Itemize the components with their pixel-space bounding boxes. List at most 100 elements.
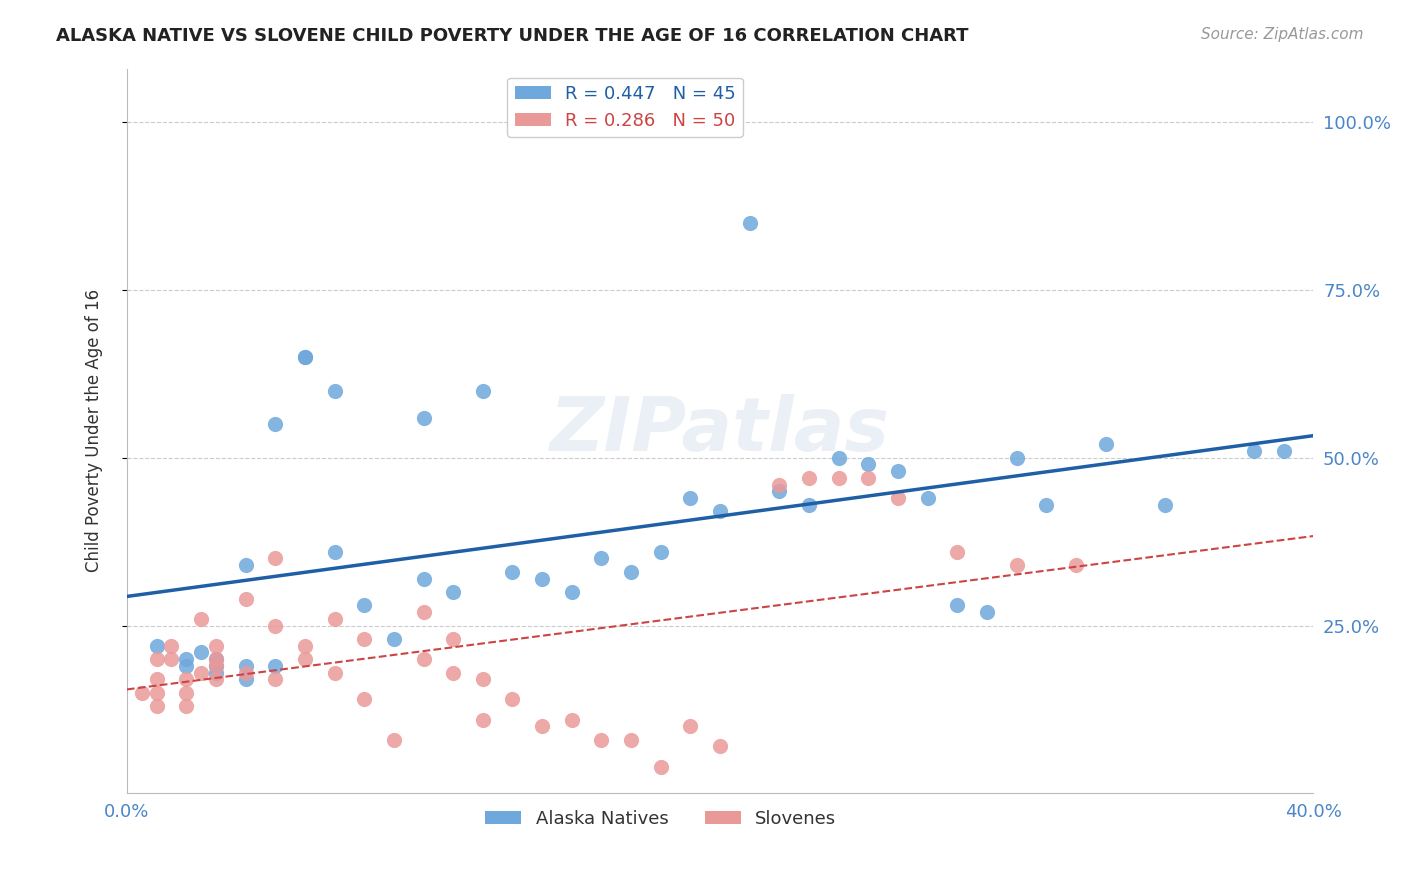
Point xyxy=(412,410,434,425)
Point xyxy=(353,632,375,646)
Point xyxy=(471,384,494,398)
Point xyxy=(205,672,228,686)
Point xyxy=(412,652,434,666)
Point xyxy=(1272,444,1295,458)
Point xyxy=(174,699,197,714)
Point xyxy=(264,551,287,566)
Point xyxy=(797,471,820,485)
Point xyxy=(946,545,969,559)
Point xyxy=(620,732,643,747)
Point xyxy=(561,713,583,727)
Point xyxy=(412,605,434,619)
Point xyxy=(471,713,494,727)
Point xyxy=(264,672,287,686)
Point xyxy=(1094,437,1116,451)
Point xyxy=(976,605,998,619)
Point xyxy=(235,672,257,686)
Point xyxy=(131,686,153,700)
Point xyxy=(858,458,880,472)
Point xyxy=(235,665,257,680)
Legend: Alaska Natives, Slovenes: Alaska Natives, Slovenes xyxy=(478,803,844,835)
Point xyxy=(709,739,731,754)
Text: Source: ZipAtlas.com: Source: ZipAtlas.com xyxy=(1201,27,1364,42)
Point xyxy=(441,585,464,599)
Point xyxy=(294,350,316,364)
Point xyxy=(190,665,212,680)
Point xyxy=(323,612,346,626)
Point xyxy=(205,652,228,666)
Point xyxy=(501,565,523,579)
Point xyxy=(412,572,434,586)
Point xyxy=(561,585,583,599)
Point xyxy=(190,645,212,659)
Point xyxy=(858,471,880,485)
Point xyxy=(531,719,554,733)
Point xyxy=(1243,444,1265,458)
Y-axis label: Child Poverty Under the Age of 16: Child Poverty Under the Age of 16 xyxy=(86,289,103,573)
Point xyxy=(323,545,346,559)
Point xyxy=(264,618,287,632)
Point xyxy=(264,417,287,432)
Point xyxy=(591,732,613,747)
Point xyxy=(174,672,197,686)
Point xyxy=(768,477,790,491)
Point xyxy=(650,759,672,773)
Point xyxy=(768,484,790,499)
Point xyxy=(887,464,910,478)
Point xyxy=(145,699,167,714)
Point xyxy=(205,639,228,653)
Point xyxy=(294,652,316,666)
Point xyxy=(205,665,228,680)
Point xyxy=(1005,450,1028,465)
Text: ALASKA NATIVE VS SLOVENE CHILD POVERTY UNDER THE AGE OF 16 CORRELATION CHART: ALASKA NATIVE VS SLOVENE CHILD POVERTY U… xyxy=(56,27,969,45)
Point xyxy=(160,639,183,653)
Point xyxy=(709,504,731,518)
Point xyxy=(679,491,702,505)
Point xyxy=(1064,558,1087,573)
Point xyxy=(174,658,197,673)
Point xyxy=(828,471,851,485)
Point xyxy=(174,686,197,700)
Point xyxy=(235,558,257,573)
Point xyxy=(145,639,167,653)
Point xyxy=(160,652,183,666)
Point xyxy=(797,498,820,512)
Point xyxy=(1005,558,1028,573)
Point xyxy=(353,599,375,613)
Point xyxy=(145,686,167,700)
Point xyxy=(174,652,197,666)
Point xyxy=(264,658,287,673)
Point xyxy=(441,665,464,680)
Point xyxy=(353,692,375,706)
Point xyxy=(323,384,346,398)
Text: ZIPatlas: ZIPatlas xyxy=(550,394,890,467)
Point xyxy=(235,658,257,673)
Point xyxy=(145,652,167,666)
Point xyxy=(382,632,405,646)
Point xyxy=(205,652,228,666)
Point xyxy=(591,551,613,566)
Point xyxy=(917,491,939,505)
Point xyxy=(294,350,316,364)
Point xyxy=(738,216,761,230)
Point xyxy=(620,565,643,579)
Point xyxy=(235,591,257,606)
Point xyxy=(382,732,405,747)
Point xyxy=(205,658,228,673)
Point xyxy=(887,491,910,505)
Point xyxy=(650,545,672,559)
Point xyxy=(1035,498,1057,512)
Point xyxy=(946,599,969,613)
Point xyxy=(679,719,702,733)
Point xyxy=(471,672,494,686)
Point xyxy=(190,612,212,626)
Point xyxy=(828,450,851,465)
Point xyxy=(1154,498,1177,512)
Point xyxy=(205,658,228,673)
Point xyxy=(145,672,167,686)
Point xyxy=(323,665,346,680)
Point xyxy=(441,632,464,646)
Point xyxy=(531,572,554,586)
Point xyxy=(294,639,316,653)
Point xyxy=(501,692,523,706)
